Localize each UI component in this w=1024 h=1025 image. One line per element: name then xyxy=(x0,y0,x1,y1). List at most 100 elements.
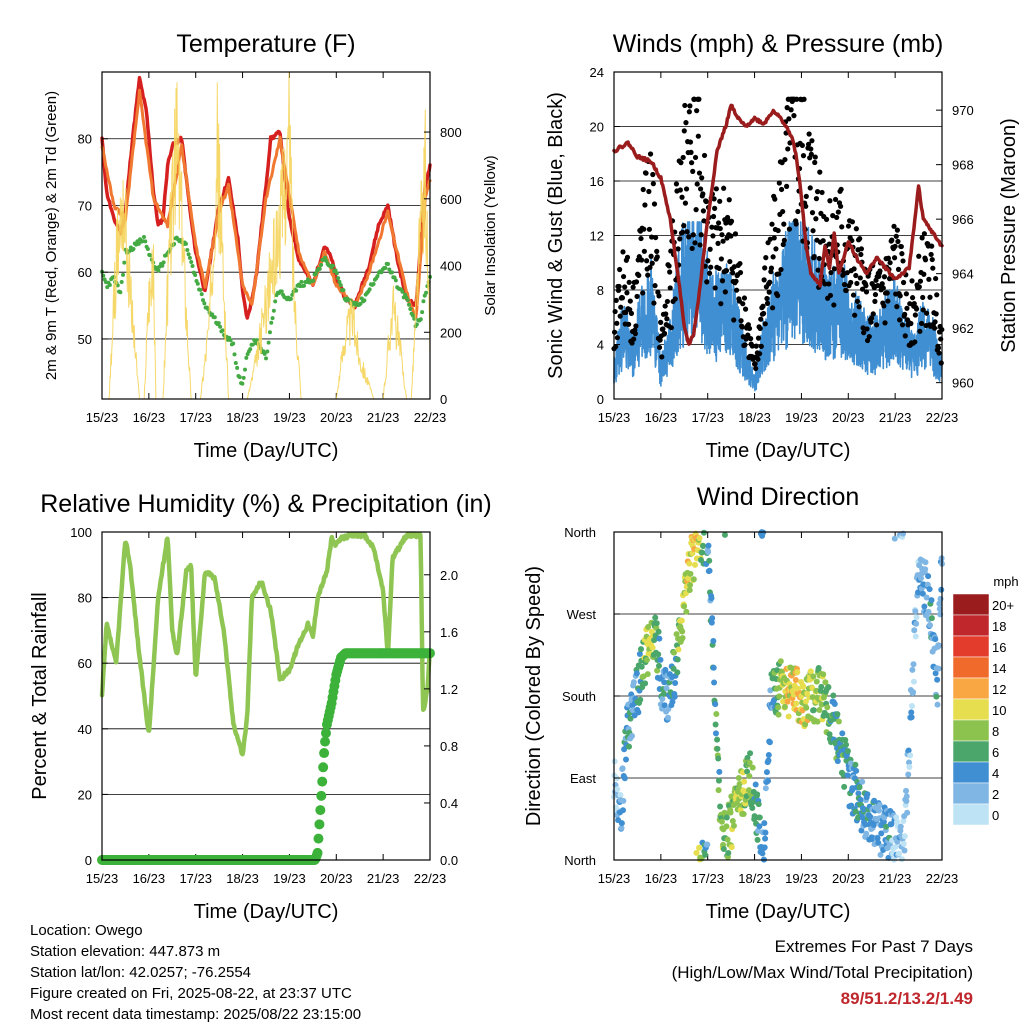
gust-point xyxy=(738,318,744,324)
gust-point xyxy=(857,235,863,242)
x-tick-label: 17/23 xyxy=(179,410,212,425)
direction-point xyxy=(716,768,723,775)
gust-point xyxy=(699,175,705,181)
gust-point xyxy=(775,227,781,234)
dewpoint-point xyxy=(311,278,316,283)
direction-point xyxy=(706,557,713,564)
dewpoint-point xyxy=(136,241,141,246)
gust-point xyxy=(641,226,647,232)
x-tick-label: 15/23 xyxy=(86,410,119,425)
direction-point xyxy=(910,678,917,685)
dewpoint-point xyxy=(408,306,413,311)
direction-point xyxy=(724,836,731,843)
dewpoint-point xyxy=(199,292,204,297)
direction-point xyxy=(710,637,717,644)
gust-point xyxy=(662,330,668,337)
direction-point xyxy=(704,841,711,848)
gust-point xyxy=(803,193,809,199)
direction-point xyxy=(756,814,763,821)
legend-label: 14 xyxy=(992,661,1006,676)
gust-point xyxy=(695,133,701,139)
gust-point xyxy=(803,203,809,209)
dewpoint-point xyxy=(183,241,188,246)
gust-point xyxy=(761,277,767,283)
dewpoint-point xyxy=(375,274,380,279)
dewpoint-point xyxy=(216,321,221,326)
direction-point xyxy=(856,784,863,791)
dewpoint-point xyxy=(248,347,253,352)
gust-point xyxy=(778,266,784,273)
gust-point xyxy=(899,251,905,257)
dewpoint-point xyxy=(290,292,295,297)
dewpoint-point xyxy=(195,281,200,286)
direction-point xyxy=(762,835,769,842)
direction-point xyxy=(664,714,671,721)
direction-point xyxy=(857,796,864,803)
gust-point xyxy=(853,226,859,232)
chart-title: Relative Humidity (%) & Precipitation (i… xyxy=(40,490,492,518)
dewpoint-point xyxy=(241,375,246,380)
direction-point xyxy=(687,582,694,589)
y-tick-label: 4 xyxy=(597,338,604,353)
gust-point xyxy=(727,258,733,265)
dewpoint-point xyxy=(358,301,363,306)
gust-point xyxy=(858,246,865,252)
gust-point xyxy=(746,325,753,332)
direction-point xyxy=(645,624,652,631)
x-tick-label: 19/23 xyxy=(273,410,306,425)
direction-point xyxy=(877,851,884,858)
direction-point xyxy=(912,608,919,615)
legend-label: 2 xyxy=(992,787,999,802)
gust-point xyxy=(677,187,683,193)
direction-point xyxy=(705,549,712,556)
gust-point xyxy=(856,304,862,310)
dewpoint-point xyxy=(269,320,274,325)
direction-point xyxy=(638,663,645,670)
gust-point xyxy=(739,324,745,330)
y2-tick-label: 962 xyxy=(952,321,974,336)
direction-point xyxy=(913,620,920,627)
gust-point xyxy=(900,279,907,286)
gust-point xyxy=(644,258,650,264)
direction-point xyxy=(637,696,644,703)
gust-point xyxy=(716,265,722,272)
dewpoint-point xyxy=(323,255,328,260)
gust-point xyxy=(760,303,766,309)
gust-point xyxy=(697,242,703,248)
gust-point xyxy=(626,321,632,327)
gust-point xyxy=(763,255,769,261)
x-tick-label: 22/23 xyxy=(926,410,959,425)
direction-point xyxy=(720,845,727,852)
precip-point xyxy=(320,736,331,747)
direction-point xyxy=(749,764,756,771)
x-tick-label: 18/23 xyxy=(738,410,771,425)
direction-point xyxy=(761,844,768,851)
direction-point xyxy=(673,631,680,638)
gust-point xyxy=(861,330,867,336)
direction-point xyxy=(904,809,911,816)
gust-point xyxy=(932,319,938,325)
direction-point xyxy=(723,814,730,821)
dewpoint-point xyxy=(201,298,206,303)
gust-point xyxy=(706,270,713,276)
direction-point xyxy=(740,811,747,818)
gust-point xyxy=(863,289,870,295)
direction-point xyxy=(853,767,860,774)
gust-point xyxy=(638,235,644,242)
gust-point xyxy=(843,287,849,294)
gust-point xyxy=(704,279,710,285)
x-tick-label: 16/23 xyxy=(645,410,678,425)
direction-point xyxy=(765,751,772,758)
direction-point xyxy=(824,704,831,711)
gust-point xyxy=(757,325,763,332)
direction-point xyxy=(900,817,907,824)
direction-point xyxy=(910,689,917,696)
y-tick-label: South xyxy=(562,689,596,704)
direction-point xyxy=(715,787,722,794)
dewpoint-point xyxy=(187,255,192,260)
legend-swatch xyxy=(952,593,990,616)
precip-point xyxy=(316,790,327,801)
gust-point xyxy=(784,183,790,189)
direction-point xyxy=(699,549,706,556)
